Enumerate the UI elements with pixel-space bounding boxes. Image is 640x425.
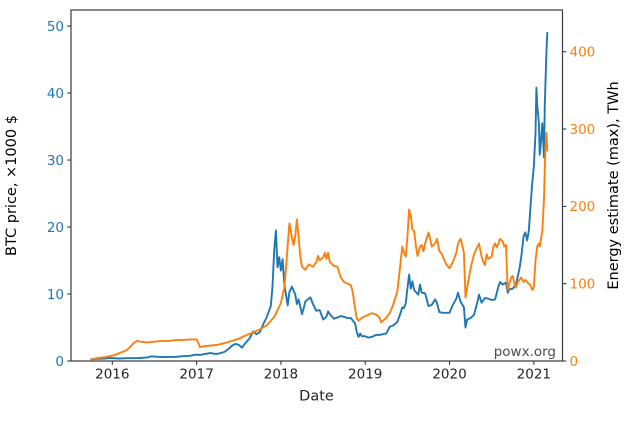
left-tick-label: 10 [47,287,64,303]
energy-estimate-line [90,131,549,361]
x-tick-label: 2021 [517,367,551,383]
x-tick-label: 2018 [264,367,298,383]
x-tick-label: 2016 [95,367,129,383]
right-axis-label: Energy estimate (max), TWh [606,81,622,289]
right-tick-label: 400 [570,45,596,61]
left-tick-label: 0 [55,354,64,370]
x-axis-label: Date [299,389,334,405]
plot-border [70,9,564,362]
left-tick-label: 30 [47,153,64,169]
right-tick-label: 200 [570,199,596,215]
left-tick-label: 20 [47,220,64,236]
right-tick-label: 100 [570,276,596,292]
x-tick-label: 2017 [179,367,213,383]
right-tick-label: 300 [570,122,596,138]
x-tick-label: 2019 [348,367,382,383]
left-tick-label: 50 [47,19,64,35]
btc-price-line [90,31,549,361]
x-tick-label: 2020 [432,367,466,383]
right-tick-label: 0 [570,354,579,370]
left-tick-label: 40 [47,86,64,102]
plot-area: 2016 2017 2018 2019 2020 2021 0 10 20 30 40 50 0 100 2… [47,9,596,383]
left-axis-label: BTC price, ×1000 $ [4,115,20,256]
watermark-text: powx.org [494,344,556,360]
